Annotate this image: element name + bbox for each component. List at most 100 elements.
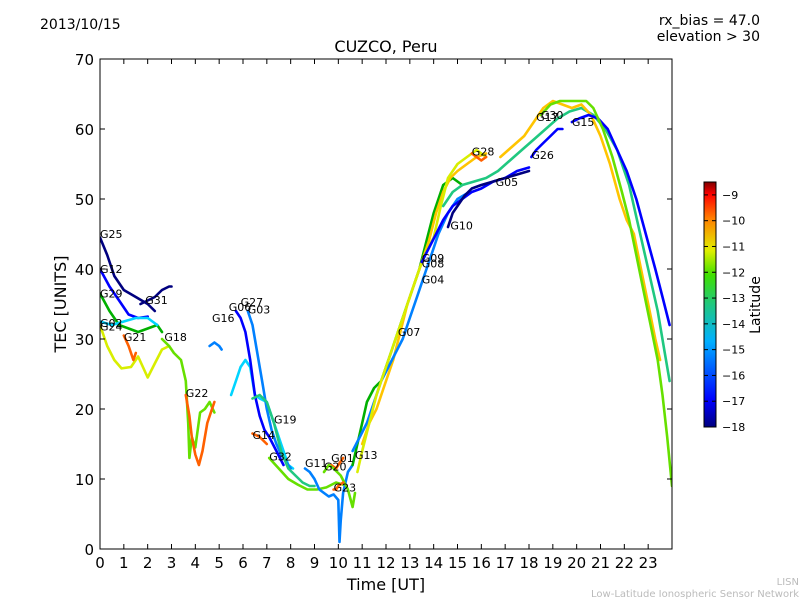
series-label-g24: G24 (100, 320, 123, 333)
series-label-g28: G28 (472, 145, 495, 158)
series-label-g13: G13 (355, 449, 378, 462)
y-axis-label: TEC [UNITS] (51, 256, 70, 354)
footer-network: Low-Latitude Ionospheric Sensor Network (591, 589, 799, 600)
series-g30 (539, 99, 672, 488)
series-g31 (139, 285, 173, 306)
x-tick-label: 12 (376, 554, 395, 572)
series-label-g09: G09 (422, 252, 445, 265)
series-label-g02: G02 (100, 317, 123, 330)
x-tick-label: 8 (286, 554, 296, 572)
series-label-g03: G03 (248, 304, 271, 317)
y-tick-label: 0 (84, 541, 94, 559)
series-g21 (122, 334, 138, 362)
x-tick-label: 23 (639, 554, 658, 572)
series-g32 (267, 456, 345, 491)
series-g27 (234, 309, 285, 467)
series-label-g31: G31 (145, 294, 168, 307)
series-label-g32: G32 (269, 451, 292, 464)
y-axis: 0 10 20 30 40 50 60 70 (75, 51, 672, 559)
series-g15 (570, 113, 671, 327)
series-label-g17: G17 (536, 111, 559, 124)
series-label-g23: G23 (334, 481, 357, 494)
x-tick-label: 14 (424, 554, 443, 572)
series-g04 (351, 190, 471, 453)
series-g02 (100, 316, 159, 327)
x-tick-label: 9 (310, 554, 320, 572)
elevation-label: elevation > 30 (656, 29, 760, 45)
series-label-g15: G15 (572, 116, 595, 129)
colorbar-tick-label: −14 (722, 318, 745, 331)
footer-lisn: LISN (777, 577, 799, 588)
series-label-g01: G01 (331, 452, 354, 465)
x-tick-label: 6 (238, 554, 248, 572)
series-label-g29: G29 (100, 288, 123, 301)
series-g01 (329, 456, 345, 470)
x-tick-label: 20 (567, 554, 586, 572)
series-label-g12: G12 (100, 263, 123, 276)
colorbar-tick-label: −13 (722, 292, 745, 305)
colorbar-tick-label: −15 (722, 344, 745, 357)
series-g10 (446, 169, 531, 229)
x-tick-label: 0 (95, 554, 105, 572)
x-tick-label: 13 (400, 554, 419, 572)
date-label: 2013/10/15 (40, 17, 121, 33)
colorbar-ticks: −9 −10 −11 −12 −13 −14 −15 −16 −17 −18 (704, 189, 745, 434)
series-g29 (100, 292, 164, 334)
series-g09 (356, 148, 488, 474)
colorbar-tick-label: −18 (722, 421, 745, 434)
series-g23 (332, 481, 345, 491)
x-tick-label: 11 (353, 554, 372, 572)
series-label-g16: G16 (212, 312, 235, 325)
series-label-g30: G30 (541, 109, 564, 122)
series-label-g08: G08 (422, 257, 445, 270)
series-label-g14: G14 (253, 429, 276, 442)
x-tick-label: 15 (448, 554, 467, 572)
series-g28 (470, 152, 488, 162)
series-label-g18: G18 (164, 331, 187, 344)
rx-bias-label: rx_bias = 47.0 (658, 13, 760, 29)
series-label-g06: G06 (229, 301, 252, 314)
series-label-g21: G21 (124, 331, 147, 344)
series-label-g05: G05 (496, 176, 519, 189)
x-tick-label: 4 (191, 554, 201, 572)
y-tick-label: 20 (75, 401, 94, 419)
x-tick-label: 10 (329, 554, 348, 572)
colorbar-tick-label: −16 (722, 369, 745, 382)
series-g07 (360, 152, 488, 446)
x-tick-label: 18 (519, 554, 538, 572)
series-label-g27: G27 (241, 296, 264, 309)
x-tick-label: 2 (143, 554, 153, 572)
colorbar-tick-label: −9 (722, 189, 738, 202)
series-layer (100, 99, 672, 544)
y-tick-label: 50 (75, 191, 94, 209)
x-tick-label: 19 (543, 554, 562, 572)
colorbar-tick-label: −17 (722, 395, 745, 408)
chart-title: CUZCO, Peru (334, 37, 437, 56)
series-g16 (208, 341, 223, 351)
series-label-g20: G20 (324, 460, 347, 473)
series-g25 (100, 236, 157, 313)
series-g20 (322, 463, 357, 509)
colorbar (703, 181, 717, 428)
y-tick-label: 60 (75, 121, 94, 139)
y-tick-label: 70 (75, 51, 94, 69)
x-axis-label: Time [UT] (346, 575, 425, 594)
x-tick-label: 7 (262, 554, 272, 572)
series-g26 (530, 127, 564, 159)
x-tick-label: 17 (496, 554, 515, 572)
series-label-g11: G11 (305, 457, 328, 470)
x-tick-label: 3 (167, 554, 177, 572)
series-label-g04: G04 (422, 274, 445, 287)
series-label-g22: G22 (186, 387, 209, 400)
series-g05 (441, 106, 671, 383)
series-g19 (251, 393, 316, 488)
x-tick-label: 1 (119, 554, 129, 572)
x-tick-label: 5 (214, 554, 224, 572)
colorbar-tick-label: −10 (722, 215, 745, 228)
series-label-g25: G25 (100, 228, 123, 241)
y-tick-label: 10 (75, 471, 94, 489)
series-label-g07: G07 (398, 326, 421, 339)
x-tick-label: 22 (615, 554, 634, 572)
